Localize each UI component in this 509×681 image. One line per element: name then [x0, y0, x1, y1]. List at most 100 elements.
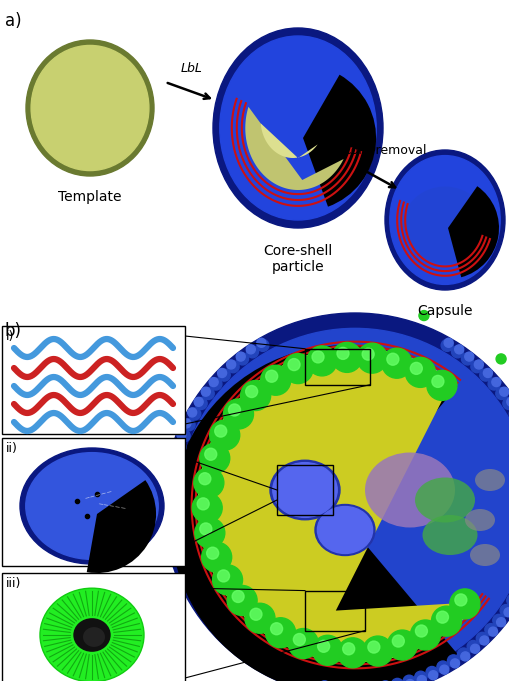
Ellipse shape [52, 66, 112, 131]
Ellipse shape [67, 80, 87, 101]
Circle shape [236, 352, 245, 361]
Ellipse shape [188, 338, 509, 667]
Ellipse shape [247, 67, 332, 166]
Ellipse shape [45, 59, 124, 143]
Ellipse shape [32, 457, 148, 551]
Ellipse shape [414, 183, 460, 237]
Ellipse shape [313, 455, 343, 484]
Ellipse shape [239, 57, 345, 183]
Ellipse shape [49, 471, 119, 526]
Ellipse shape [288, 475, 312, 495]
Ellipse shape [222, 370, 469, 617]
Ellipse shape [232, 50, 356, 197]
Ellipse shape [246, 65, 334, 168]
Circle shape [440, 339, 453, 351]
Ellipse shape [219, 36, 376, 220]
Ellipse shape [60, 74, 98, 114]
Circle shape [169, 454, 178, 463]
Ellipse shape [280, 469, 324, 506]
Bar [2, 326, 185, 434]
Circle shape [436, 611, 447, 623]
Ellipse shape [295, 481, 301, 486]
Ellipse shape [274, 96, 290, 114]
Ellipse shape [391, 159, 495, 279]
Ellipse shape [45, 466, 127, 533]
Ellipse shape [71, 486, 84, 496]
Circle shape [204, 448, 216, 460]
Circle shape [192, 493, 222, 523]
Ellipse shape [56, 71, 104, 121]
Circle shape [454, 345, 463, 354]
Ellipse shape [384, 150, 504, 290]
Ellipse shape [323, 511, 362, 545]
Ellipse shape [329, 516, 353, 537]
Ellipse shape [324, 512, 361, 543]
Bar [304, 590, 364, 631]
Ellipse shape [205, 353, 493, 642]
Ellipse shape [279, 423, 390, 535]
Ellipse shape [265, 86, 305, 133]
Circle shape [496, 618, 504, 627]
Ellipse shape [292, 478, 306, 491]
Ellipse shape [254, 400, 425, 571]
Ellipse shape [39, 53, 135, 155]
Ellipse shape [407, 175, 471, 250]
Polygon shape [245, 107, 343, 190]
Ellipse shape [73, 488, 80, 493]
Ellipse shape [405, 172, 475, 255]
Circle shape [454, 594, 466, 606]
Ellipse shape [247, 393, 435, 582]
Ellipse shape [399, 166, 485, 266]
Ellipse shape [42, 56, 130, 150]
Ellipse shape [34, 48, 144, 165]
Ellipse shape [240, 59, 343, 180]
Ellipse shape [277, 99, 286, 110]
Ellipse shape [256, 76, 319, 150]
Ellipse shape [68, 82, 84, 99]
Ellipse shape [83, 627, 105, 647]
Circle shape [457, 648, 469, 660]
Ellipse shape [281, 470, 322, 505]
Ellipse shape [31, 46, 149, 170]
Circle shape [356, 343, 386, 373]
Ellipse shape [422, 191, 448, 222]
Ellipse shape [27, 454, 156, 558]
Circle shape [506, 595, 509, 606]
Ellipse shape [427, 197, 440, 212]
Ellipse shape [332, 518, 348, 533]
Ellipse shape [210, 358, 486, 635]
Circle shape [164, 478, 173, 487]
Ellipse shape [54, 69, 107, 125]
Circle shape [195, 398, 207, 409]
Circle shape [209, 377, 218, 387]
Ellipse shape [296, 481, 300, 485]
Ellipse shape [47, 469, 123, 530]
Ellipse shape [278, 467, 327, 509]
Circle shape [226, 360, 235, 369]
Circle shape [386, 353, 398, 365]
Ellipse shape [322, 511, 364, 546]
Text: iii): iii) [6, 577, 21, 590]
Circle shape [418, 311, 428, 321]
Circle shape [446, 655, 459, 667]
Circle shape [475, 633, 487, 644]
Circle shape [405, 358, 435, 387]
Ellipse shape [72, 487, 82, 495]
Ellipse shape [52, 472, 115, 523]
Ellipse shape [290, 477, 309, 493]
Ellipse shape [269, 413, 404, 549]
Ellipse shape [417, 186, 456, 232]
Ellipse shape [65, 79, 89, 104]
Ellipse shape [337, 522, 341, 526]
Ellipse shape [58, 72, 101, 118]
Ellipse shape [275, 97, 288, 112]
Ellipse shape [213, 28, 382, 228]
Circle shape [236, 353, 248, 365]
Ellipse shape [36, 50, 140, 161]
Ellipse shape [412, 181, 463, 240]
Ellipse shape [31, 456, 150, 552]
Circle shape [193, 468, 223, 498]
Ellipse shape [408, 176, 470, 249]
Ellipse shape [163, 313, 509, 681]
Ellipse shape [57, 476, 107, 516]
